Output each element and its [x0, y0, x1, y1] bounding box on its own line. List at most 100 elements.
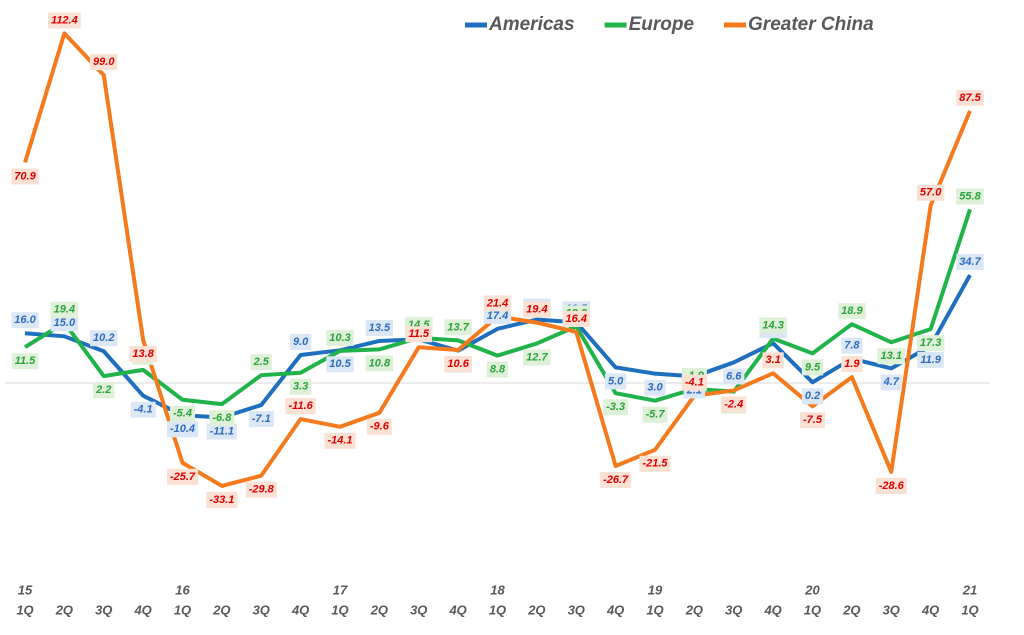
data-label: -5.7: [646, 409, 666, 421]
data-label: -4.1: [685, 377, 704, 389]
data-label-bg: [562, 310, 590, 327]
data-label-bg: [250, 354, 272, 371]
year-label: 21: [962, 582, 977, 597]
data-label: -26.7: [603, 474, 629, 486]
data-label: 12.7: [526, 351, 548, 363]
data-label-bg: [166, 421, 199, 438]
data-label-bg: [206, 423, 238, 440]
data-label: 17.3: [920, 337, 941, 349]
data-label-bg: [523, 349, 551, 366]
data-label-bg: [326, 356, 354, 373]
data-label-bg: [916, 184, 945, 201]
data-label: 3.3: [293, 381, 308, 393]
data-label: 0.2: [805, 390, 820, 402]
data-label-bg: [483, 295, 512, 312]
data-label: 17.4: [487, 310, 508, 322]
data-label-bg: [129, 346, 157, 363]
data-label-bg: [875, 477, 907, 494]
data-label-bg: [916, 335, 945, 352]
data-label-group: 17.4: [483, 307, 512, 324]
data-label-bg: [11, 168, 39, 185]
data-label-bg: [324, 432, 356, 449]
data-label-group: 1.9: [841, 356, 863, 373]
data-label-bg: [50, 315, 79, 332]
data-label-group: 16.0: [11, 312, 39, 329]
x-tick-label: 2Q: [685, 602, 703, 617]
data-label-group: -33.1: [206, 491, 238, 508]
data-label-bg: [483, 307, 512, 324]
data-label: 10.6: [447, 358, 469, 370]
data-label-group: -6.8: [209, 410, 235, 427]
x-tick-label: 3Q: [568, 602, 585, 617]
data-label-bg: [917, 351, 944, 368]
data-label-group: 16.4: [562, 310, 590, 327]
data-label-bg: [841, 356, 863, 373]
year-label: 18: [490, 582, 505, 597]
data-label-group: -26.7: [600, 471, 632, 488]
data-label: -6.8: [212, 412, 232, 424]
data-label: 5.0: [608, 375, 624, 387]
data-label-group: 6.6: [723, 368, 745, 385]
data-label: 19.4: [526, 304, 547, 316]
data-label: 9.5: [805, 361, 821, 373]
data-label: 13.8: [132, 348, 154, 360]
data-label: 2.2: [95, 384, 111, 396]
data-label-bg: [600, 471, 632, 488]
data-label: 4.7: [883, 376, 900, 388]
x-tick-label: 2Q: [842, 602, 860, 617]
legend-label: Greater China: [748, 14, 874, 35]
data-label: 19.4: [54, 304, 75, 316]
x-tick-label: 4Q: [606, 602, 624, 617]
data-label-group: -7.1: [248, 411, 274, 428]
data-label: 7.8: [844, 340, 860, 352]
data-label-group: 13.7: [444, 319, 472, 336]
data-label-bg: [523, 301, 551, 318]
data-label-bg: [604, 373, 627, 390]
x-tick-label: 1Q: [489, 602, 506, 617]
data-label-bg: [486, 361, 509, 378]
data-label-bg: [170, 405, 195, 422]
data-label-bg: [801, 359, 824, 376]
data-label-bg: [11, 312, 39, 329]
data-label-group: -3.3: [603, 399, 629, 416]
data-label: 13.7: [447, 321, 469, 333]
data-label: -7.1: [252, 413, 271, 425]
data-label-bg: [93, 382, 115, 399]
data-label-group: 57.0: [916, 184, 945, 201]
data-label: 87.5: [959, 92, 981, 104]
data-label-group: -14.1: [324, 432, 356, 449]
data-label-group: 15.0: [50, 315, 79, 332]
data-label-group: -29.8: [245, 481, 277, 498]
x-tick-label: 4Q: [763, 602, 781, 617]
data-label-group: 10.8: [365, 355, 394, 372]
x-tick-label: 2Q: [527, 602, 545, 617]
data-label-group: 11.5: [11, 353, 39, 370]
data-label: 16.0: [14, 314, 36, 326]
data-label: -14.1: [327, 435, 352, 447]
data-label: -2.4: [724, 398, 743, 410]
data-label-group: 112.4: [48, 12, 81, 29]
data-label-group: 70.9: [11, 168, 39, 185]
data-label-group: -11.1: [206, 423, 238, 440]
x-tick-label: 3Q: [725, 602, 742, 617]
year-label: 16: [175, 582, 190, 597]
data-label: -28.6: [879, 480, 905, 492]
data-label-group: 87.5: [956, 89, 984, 106]
data-label: 11.5: [408, 328, 429, 340]
data-label-bg: [801, 388, 824, 405]
data-label: 9.0: [293, 336, 309, 348]
data-label-bg: [245, 481, 277, 498]
x-tick-label: 4Q: [921, 602, 939, 617]
data-label-bg: [723, 368, 745, 385]
x-tick-label: 2Q: [212, 602, 230, 617]
data-label: 6.6: [726, 370, 742, 382]
data-label-group: 21.4: [483, 295, 512, 312]
data-label: 10.2: [93, 332, 114, 344]
data-label-group: -5.4: [170, 405, 195, 422]
x-tick-label: 3Q: [883, 602, 900, 617]
data-label-bg: [956, 89, 984, 106]
x-tick-label: 1Q: [961, 602, 978, 617]
data-label-group: 55.8: [956, 188, 984, 205]
data-label-group: 11.9: [917, 351, 944, 368]
